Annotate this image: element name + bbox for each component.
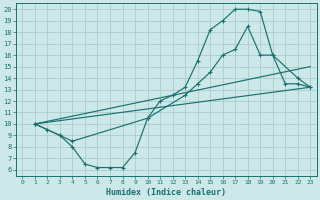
X-axis label: Humidex (Indice chaleur): Humidex (Indice chaleur): [106, 188, 226, 197]
